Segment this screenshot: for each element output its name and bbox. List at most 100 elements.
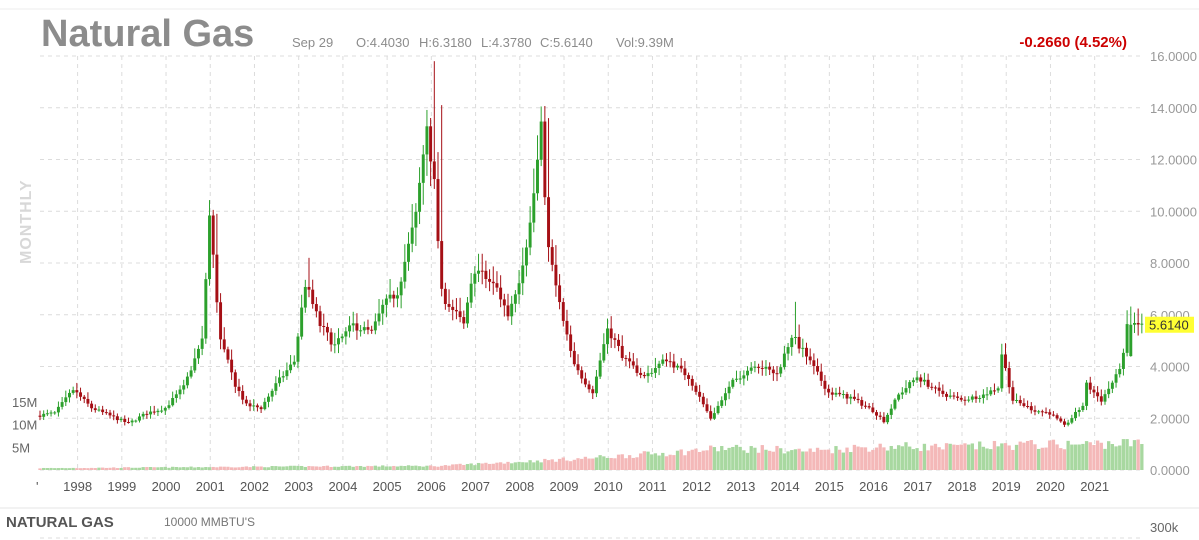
volume-bar — [823, 449, 827, 470]
candle-body — [572, 350, 576, 365]
volume-bar — [211, 466, 215, 470]
volume-bar — [288, 465, 293, 470]
candle-body — [805, 347, 808, 357]
candle-body — [1121, 352, 1125, 369]
candle-body — [429, 126, 433, 162]
volume-bar — [281, 466, 285, 470]
candle-body — [878, 415, 882, 417]
volume-bar — [1051, 439, 1056, 470]
volume-bar — [1066, 440, 1070, 470]
volume-bar — [1040, 447, 1045, 470]
candle-body — [863, 405, 867, 407]
volume-bar — [502, 463, 506, 470]
volume-bar — [838, 449, 842, 470]
volume-bar — [329, 466, 333, 470]
candle-body — [141, 413, 145, 417]
candle-body — [893, 399, 897, 409]
volume-bar — [299, 465, 304, 470]
time-tick-label: 2008 — [505, 479, 534, 494]
volume-bar — [355, 466, 359, 470]
volume-bar — [104, 467, 108, 470]
volume-bar — [1073, 444, 1078, 470]
volume-bar — [908, 446, 912, 470]
volume-bar — [661, 452, 665, 470]
candle-body — [919, 377, 923, 382]
volume-bar — [591, 458, 595, 470]
volume-bar — [93, 468, 97, 470]
candle-body — [1077, 410, 1081, 412]
candle-body — [480, 270, 484, 272]
time-tick-label: 2018 — [948, 479, 977, 494]
candle-body — [852, 396, 856, 399]
time-tick-label: 2015 — [815, 479, 844, 494]
volume-bar — [498, 462, 503, 470]
candle-body — [827, 388, 831, 393]
volume-bar — [944, 443, 949, 470]
candle-body — [1033, 410, 1037, 412]
candle-body — [344, 331, 348, 337]
candle-body — [701, 396, 705, 405]
candle-body — [937, 387, 941, 391]
candle-body — [653, 368, 657, 373]
volume-tick-label: 5M — [12, 440, 30, 455]
volume-bar — [266, 467, 271, 470]
volume-bar — [381, 465, 385, 470]
volume-bar — [432, 466, 436, 470]
candle-body — [373, 321, 377, 331]
volume-bar — [767, 450, 772, 470]
volume-bar — [919, 450, 923, 470]
footer-axis-label: 300k — [1150, 520, 1179, 535]
candle-body — [661, 359, 665, 364]
candle-body — [561, 302, 565, 321]
candle-body — [1136, 322, 1140, 325]
candle-body — [414, 211, 418, 228]
candle-body — [82, 396, 86, 399]
volume-bar — [333, 466, 337, 470]
volume-bar — [347, 465, 352, 470]
candle-body — [1096, 392, 1100, 397]
volume-bar — [67, 468, 72, 470]
candle-body — [49, 412, 53, 414]
volume-bar — [244, 466, 249, 470]
candle-body — [156, 410, 160, 413]
volume-bar — [233, 467, 237, 470]
candle-body — [849, 396, 853, 399]
volume-bar — [414, 465, 418, 470]
volume-bar — [598, 455, 602, 470]
volume-bar — [1037, 448, 1041, 470]
volume-bar — [373, 465, 378, 470]
candle-body — [1004, 354, 1007, 369]
time-tick-label: 1998 — [63, 479, 92, 494]
candle-body — [742, 375, 746, 379]
volume-bar — [760, 445, 764, 470]
volume-bar — [815, 447, 820, 470]
volume-bar — [277, 466, 282, 470]
candle-body — [922, 379, 926, 382]
volume-bars — [38, 439, 1144, 470]
volume-bar — [635, 457, 639, 470]
candle-body — [340, 336, 344, 339]
candle-body — [808, 356, 812, 361]
candle-body — [1107, 388, 1111, 395]
candle-body — [841, 394, 845, 396]
candle-body — [307, 286, 311, 290]
volume-bar — [642, 451, 647, 470]
time-tick-label: 2017 — [903, 479, 932, 494]
candle-body — [606, 328, 609, 345]
candle-body — [1110, 382, 1114, 389]
volume-bar — [410, 465, 414, 470]
volume-bar — [318, 466, 322, 470]
candle-body — [591, 389, 595, 394]
volume-bar — [292, 465, 296, 470]
volume-bar — [749, 446, 753, 470]
candle-body — [539, 121, 543, 160]
volume-bar — [1103, 448, 1107, 470]
volume-bar — [646, 451, 650, 470]
volume-bar — [252, 466, 256, 470]
volume-bar — [841, 452, 846, 470]
grid — [40, 55, 1140, 471]
volume-bar — [1107, 441, 1111, 470]
candle-body — [779, 367, 783, 374]
volume-bar — [576, 458, 580, 470]
